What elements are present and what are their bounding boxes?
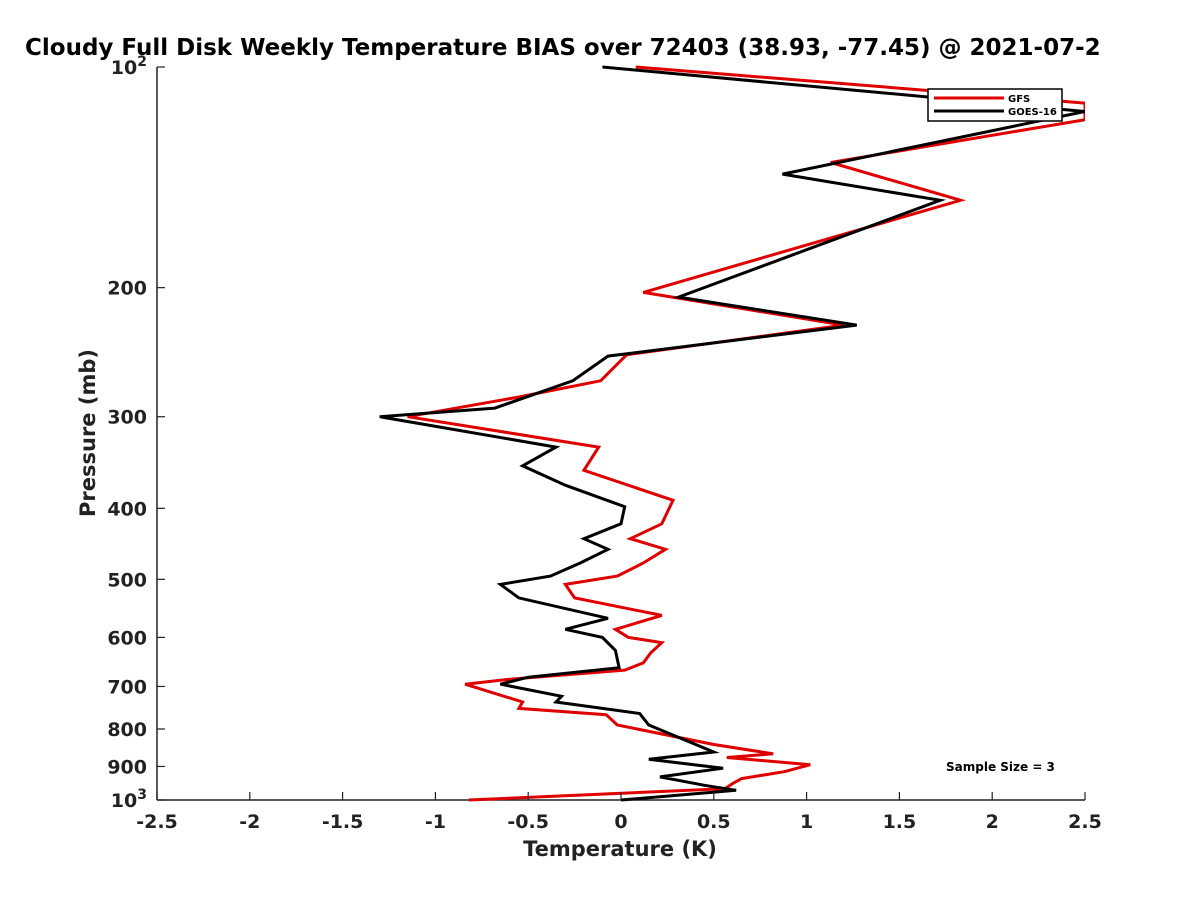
legend-label: GFS [1008,94,1030,105]
x-tick-label: 2 [986,811,999,833]
series-line-gfs [407,65,1085,802]
legend-label: GOES-16 [1008,107,1057,118]
x-tick-label: 1 [800,811,813,833]
x-tick-label: -1 [425,811,446,833]
legend-box [927,88,1063,122]
x-tick-label: 0 [614,811,627,833]
x-axis-label: Temperature (K) [523,837,717,861]
y-tick-label: 103 [111,787,147,812]
y-tick-label: 900 [107,756,147,778]
x-tick-label: -2.5 [136,811,178,833]
y-tick-label: 500 [107,569,147,591]
sample-size-annotation: Sample Size = 3 [946,760,1055,774]
x-tick-label: 2.5 [1068,811,1102,833]
y-tick-label: 400 [107,498,147,520]
series-line-goes-16 [379,65,1085,802]
y-tick-label: 300 [107,407,147,429]
axes [156,67,1085,801]
x-tick-label: 1.5 [883,811,917,833]
y-tick-label: 200 [107,278,147,300]
y-tick-label: 700 [107,676,147,698]
series-layer [379,65,1085,802]
y-tick-label: 800 [107,719,147,741]
chart-title: Cloudy Full Disk Weekly Temperature BIAS… [25,35,1101,61]
x-ticks: -2.5 -2 -1.5 -1 -0.5 0 0.5 1 1.5 2 2.5 [136,792,1102,833]
y-tick-label: 600 [107,627,147,649]
x-tick-label: -2 [239,811,260,833]
y-tick-label: 102 [111,54,147,79]
x-tick-label: -0.5 [507,811,549,833]
x-tick-label: -1.5 [322,811,364,833]
x-tick-label: 0.5 [697,811,731,833]
y-axis-label: Pressure (mb) [76,349,100,517]
legend: GFS GOES-16 [927,88,1063,122]
y-ticks: 102 200 300 400 500 600 700 800 900 103 [107,54,165,812]
